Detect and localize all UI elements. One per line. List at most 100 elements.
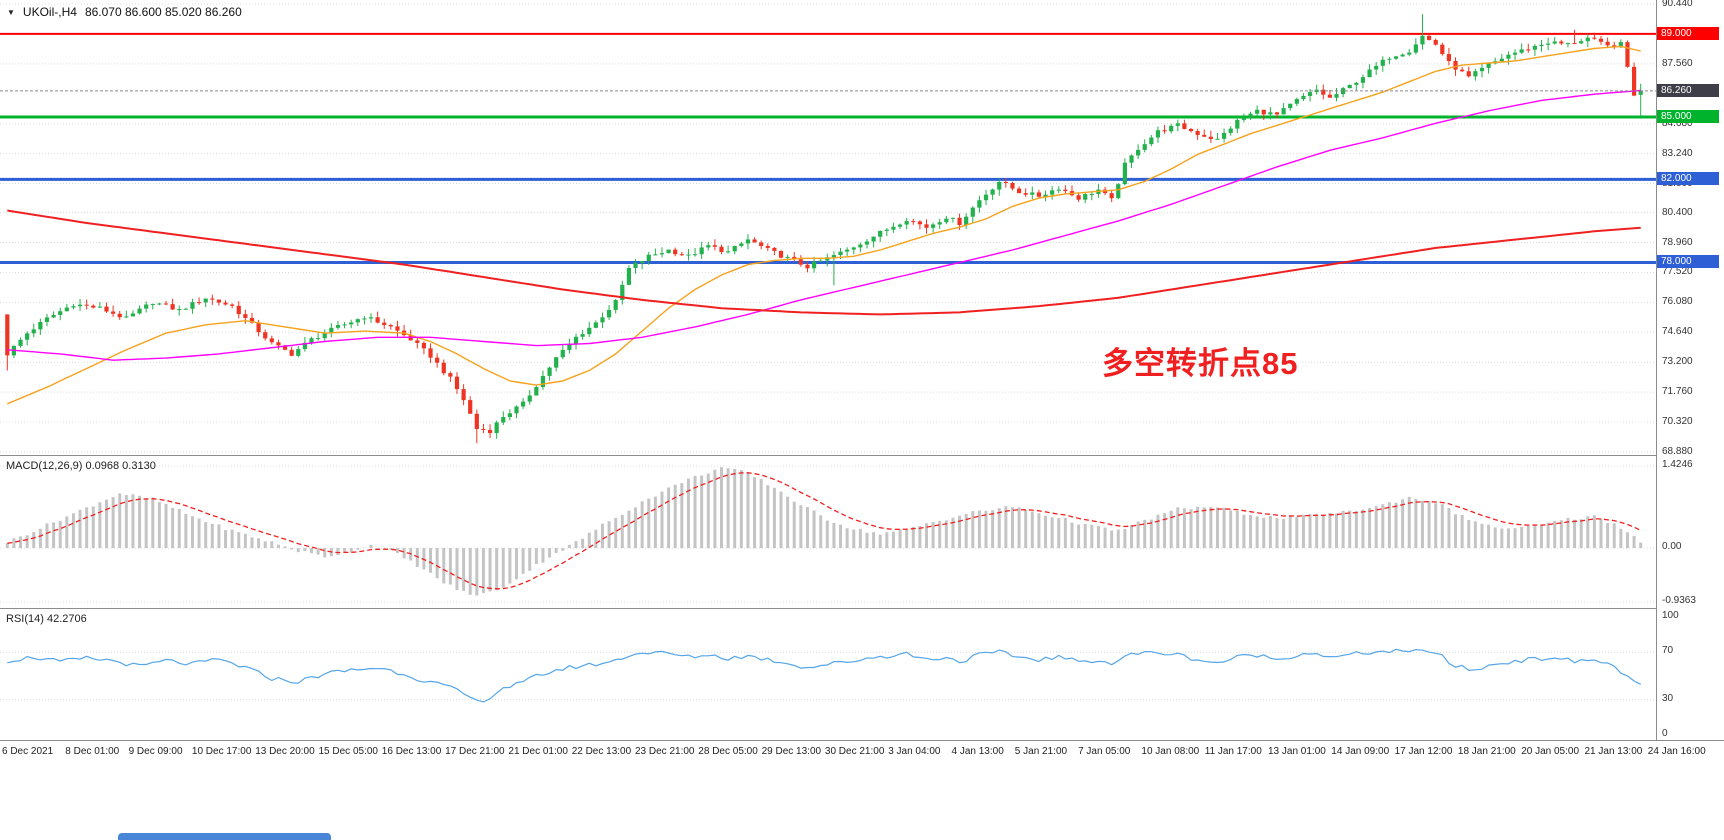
date-label: 21 Jan 13:00 (1584, 746, 1643, 757)
candle-body (355, 319, 360, 323)
rsi-chart[interactable] (0, 609, 1656, 740)
price-tick: 87.560 (1662, 57, 1693, 69)
candle-body (1354, 82, 1359, 85)
candle-body (190, 302, 195, 309)
main-price-pane[interactable]: ▼ UKOil-,H4 86.070 86.600 85.020 86.260 … (0, 0, 1656, 455)
macd-chart[interactable] (0, 456, 1656, 608)
candle-body (805, 264, 810, 269)
candle-body (606, 309, 612, 318)
candle-body (1360, 77, 1366, 83)
candle-body (1208, 136, 1213, 139)
ma-line-slow-red (7, 209, 1641, 316)
date-label: 13 Dec 20:00 (255, 746, 315, 757)
annotation-text: 多空转折点85 (1102, 346, 1299, 381)
candle-body (25, 333, 30, 340)
candle-body (891, 226, 896, 230)
candle-body (640, 261, 645, 264)
candle-body (739, 243, 744, 246)
candle-body (170, 304, 175, 310)
candle-body (772, 247, 777, 251)
date-label: 3 Jan 04:00 (888, 746, 941, 757)
candle-body (183, 308, 188, 310)
candle-body (897, 224, 903, 227)
candle-body (712, 245, 717, 247)
candle-body (871, 236, 876, 242)
candle-body (851, 247, 856, 250)
candle-body (375, 317, 380, 323)
candle-body (263, 332, 268, 339)
candlestick-chart[interactable] (0, 0, 1656, 455)
indicator-tick: -0.9363 (1662, 595, 1696, 606)
date-axis[interactable]: 6 Dec 2021 8 Dec 01:00 9 Dec 09:00 10 Dec 1… (0, 740, 1724, 764)
dropdown-triangle-icon[interactable]: ▼ (7, 7, 15, 17)
candle-body (1056, 189, 1061, 191)
candle-body (1274, 112, 1280, 115)
candle-body (1341, 88, 1346, 95)
candle-body (84, 304, 89, 306)
price-line-label: 78.000 (1657, 255, 1719, 269)
price-axis[interactable]: 90.44087.56084.68083.24081.80080.40078.9… (1656, 0, 1724, 740)
candle-body (1552, 41, 1557, 44)
candle-body (1010, 182, 1015, 189)
candle-body (31, 329, 36, 334)
date-label: 23 Dec 21:00 (635, 746, 695, 757)
candle-body (210, 298, 215, 300)
candle-body (679, 254, 684, 256)
date-label: 18 Jan 21:00 (1457, 746, 1516, 757)
candle-body (111, 311, 116, 314)
candle-body (335, 325, 341, 328)
candle-body (659, 253, 665, 255)
candle-body (329, 327, 334, 334)
candle-body (97, 306, 102, 308)
candle-body (587, 327, 592, 335)
candle-body (216, 299, 222, 303)
candle-body (58, 311, 63, 315)
price-tick: 74.640 (1662, 326, 1693, 338)
candle-body (1089, 193, 1094, 195)
date-label: 7 Jan 05:00 (1078, 746, 1131, 757)
candle-body (970, 207, 975, 217)
candle-body (1188, 128, 1194, 132)
candle-body (441, 362, 446, 374)
candle-body (44, 317, 50, 322)
macd-pane[interactable]: MACD(12,26,9) 0.0968 0.3130 (0, 455, 1656, 608)
candle-body (150, 304, 155, 306)
candle-body (686, 254, 691, 256)
candle-body (1036, 192, 1042, 197)
candle-body (1202, 134, 1207, 137)
candle-body (64, 307, 69, 312)
candle-body (1532, 45, 1537, 50)
date-label: 29 Dec 13:00 (761, 746, 822, 757)
candle-body (1149, 137, 1154, 145)
candle-body (501, 417, 506, 423)
candle-body (203, 298, 208, 303)
candle-body (1294, 99, 1299, 104)
candle-body (177, 309, 182, 311)
date-label: 24 Jan 16:00 (1647, 746, 1706, 757)
symbol-header: ▼ UKOil-,H4 86.070 86.600 85.020 86.260 (7, 5, 242, 19)
date-label: 21 Dec 01:00 (508, 746, 568, 757)
rsi-line (7, 648, 1641, 703)
candle-body (884, 229, 889, 231)
candle-body (1499, 58, 1504, 62)
candle-body (77, 304, 83, 307)
candle-body (474, 413, 479, 429)
candle-body (1526, 49, 1531, 51)
candle-body (269, 338, 274, 343)
date-label: 22 Dec 13:00 (571, 746, 632, 757)
candle-body (878, 230, 883, 237)
candle-body (633, 263, 638, 268)
candle-body (91, 305, 96, 308)
candle-body (845, 249, 850, 252)
candle-body (752, 239, 757, 243)
candle-body (282, 345, 288, 350)
candle-body (196, 302, 202, 304)
candle-body (1215, 138, 1220, 140)
candle-body (487, 429, 493, 434)
candle-body (322, 333, 327, 339)
candle-body (1321, 89, 1326, 95)
price-tick: 71.760 (1662, 386, 1693, 398)
rsi-pane[interactable]: RSI(14) 42.2706 (0, 608, 1656, 740)
candle-body (666, 249, 671, 254)
candle-body (1420, 35, 1425, 45)
